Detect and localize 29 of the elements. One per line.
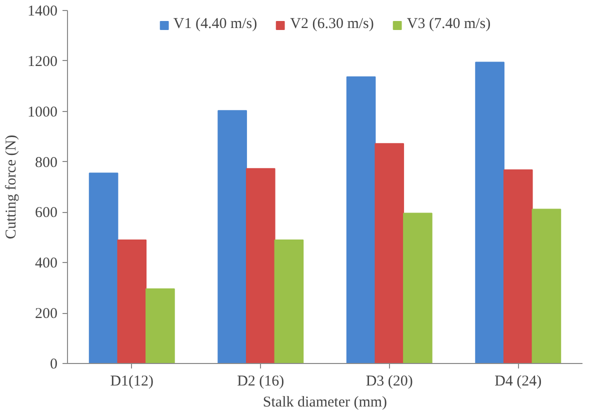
bar: [274, 239, 304, 364]
y-tick-label: 400: [35, 256, 58, 272]
bar: [346, 76, 376, 364]
bar: [475, 62, 504, 364]
bar: [88, 172, 118, 364]
x-tick-label: D4 (24): [494, 374, 542, 390]
bar: [117, 239, 147, 364]
y-tick-label: 1200: [28, 54, 58, 70]
y-tick-label: 800: [35, 154, 58, 171]
legend-label: V2 (6.30 m/s): [290, 16, 374, 33]
bar: [403, 212, 432, 364]
bar: [146, 288, 175, 364]
bar: [218, 110, 247, 364]
bar: [246, 168, 276, 364]
bar: [532, 208, 562, 364]
x-tick-label: D1(12): [110, 374, 154, 390]
y-tick-label: 0: [50, 356, 58, 372]
bar: [374, 143, 404, 364]
y-tick-label: 1400: [28, 4, 58, 20]
legend-label: V3 (7.40 m/s): [406, 16, 491, 33]
bar: [503, 169, 533, 364]
y-tick-label: 600: [35, 205, 58, 222]
legend-label: V1 (4.40 m/s): [173, 16, 258, 33]
y-tick-label: 200: [35, 306, 58, 322]
y-tick-label: 1000: [28, 104, 58, 120]
x-tick-label: D3 (20): [366, 374, 413, 390]
x-axis-title: Stalk diameter (mm): [262, 394, 388, 410]
x-tick-label: D2 (16): [237, 374, 284, 390]
y-axis-title: Cutting force (N): [4, 134, 20, 240]
